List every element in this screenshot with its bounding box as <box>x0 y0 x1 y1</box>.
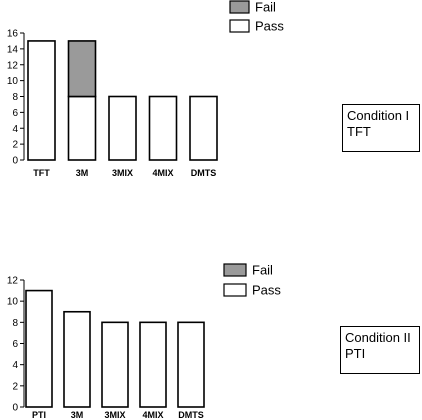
bar-pass <box>27 40 56 161</box>
legend-fail-label: Fail <box>255 0 276 15</box>
category-label: 3M <box>76 168 89 178</box>
y-tick-label: 14 <box>7 44 19 55</box>
condition-2-sub: PTI <box>345 346 366 361</box>
bar-pass <box>189 95 218 161</box>
chart-condition-2: 0 2 4 6 8 10 12 PTI 3M 3MIX 4MIX DMTS Fail Pass <box>7 263 282 420</box>
y-tick-label: 6 <box>12 339 18 350</box>
bar-pass <box>108 95 137 161</box>
y-tick-label: 0 <box>12 403 18 414</box>
y-tick-label: 10 <box>7 297 19 308</box>
legend-pass-label: Pass <box>255 19 284 34</box>
y-tick-label: 10 <box>7 76 19 87</box>
condition-2-name: Condition II <box>345 330 411 345</box>
y-tick-label: 8 <box>12 318 18 329</box>
legend-pass-swatch <box>229 19 250 33</box>
bar-pass <box>63 310 91 408</box>
bar-pass <box>148 95 178 161</box>
chart-condition-1: 0 2 4 6 8 10 12 14 16 TFT 3M 3MIX 4MIX DMTS Fail Pass <box>7 0 285 178</box>
y-tick-label: 16 <box>7 29 19 40</box>
condition-1-name: Condition I <box>347 108 410 123</box>
category-label: PTI <box>32 410 46 420</box>
y-tick-label: 4 <box>12 360 18 371</box>
category-label: DMTS <box>178 410 204 420</box>
y-tick-label: 12 <box>7 60 19 71</box>
y-tick-label: 0 <box>12 156 18 167</box>
condition-2-label: Condition II PTI <box>340 326 420 374</box>
y-tick-label: 8 <box>12 92 18 103</box>
bar-fail <box>67 40 97 98</box>
legend-fail-swatch <box>229 0 250 14</box>
category-label: 4MIX <box>142 410 163 420</box>
bar-pass <box>25 289 53 408</box>
category-label: 4MIX <box>152 168 173 178</box>
y-tick-label: 2 <box>12 140 18 151</box>
category-label: TFT <box>33 168 50 178</box>
category-label: 3MIX <box>112 168 133 178</box>
y-tick-label: 6 <box>12 108 18 119</box>
category-label: DMTS <box>191 168 217 178</box>
condition-1-label: Condition I TFT <box>342 104 420 152</box>
category-label: 3MIX <box>104 410 125 420</box>
y-tick-label: 2 <box>12 381 18 392</box>
condition-1-sub: TFT <box>347 124 371 139</box>
legend-pass-label: Pass <box>252 283 281 298</box>
y-tick-label: 12 <box>7 276 19 287</box>
bar-pass <box>139 321 167 408</box>
legend-fail-label: Fail <box>252 263 273 278</box>
category-label: 3M <box>71 410 84 420</box>
bar-pass <box>67 95 97 161</box>
y-tick-label: 4 <box>12 124 18 135</box>
legend-pass-swatch <box>223 283 247 297</box>
bar-pass <box>101 321 129 408</box>
legend-fail-swatch <box>223 263 247 277</box>
bar-pass <box>177 321 205 408</box>
